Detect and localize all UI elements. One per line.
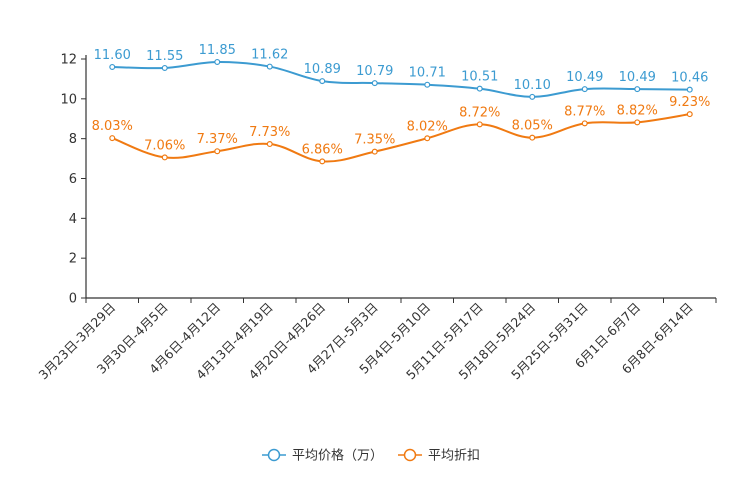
data-label: 11.62	[251, 48, 288, 63]
data-label: 11.55	[146, 49, 183, 64]
data-point[interactable]	[634, 86, 641, 93]
data-point[interactable]	[214, 148, 221, 155]
data-label: 10.49	[566, 70, 603, 85]
legend-marker-icon	[403, 448, 417, 462]
y-tick-label: 10	[60, 92, 77, 107]
data-label: 7.37%	[197, 132, 238, 147]
legend-label: 平均折扣	[428, 449, 480, 464]
data-point[interactable]	[161, 154, 168, 161]
data-label: 8.03%	[92, 119, 133, 134]
data-label: 10.51	[461, 70, 498, 85]
data-point[interactable]	[581, 86, 588, 93]
data-label: 6.86%	[302, 142, 343, 157]
data-point[interactable]	[476, 121, 483, 128]
chart-series: 11.60 11.55 11.85 11.62 10.89 10.79 10.71 10.51…	[92, 43, 710, 165]
y-axis: 0 2 4 6 8 10 12	[60, 53, 87, 307]
x-axis: 3月23日-3月29日3月30日-4月5日4月6日-4月12日4月13日-4月1…	[35, 297, 717, 382]
series-line	[112, 60, 690, 98]
data-point[interactable]	[214, 58, 221, 65]
data-point[interactable]	[319, 78, 326, 85]
data-point[interactable]	[266, 141, 273, 148]
data-label: 10.10	[514, 78, 551, 93]
y-tick-label: 4	[69, 212, 77, 227]
y-tick-label: 6	[69, 172, 77, 187]
y-tick-label: 12	[60, 53, 77, 68]
data-label: 10.71	[409, 66, 446, 81]
data-label: 11.85	[199, 43, 236, 58]
data-label: 7.06%	[144, 138, 185, 153]
data-point[interactable]	[161, 64, 168, 71]
data-label: 10.46	[671, 71, 708, 86]
data-label: 7.35%	[354, 133, 395, 148]
series-avg-discount: 8.03% 7.06% 7.37% 7.73% 6.86% 7.35% 8.02% 8.72%…	[92, 95, 710, 165]
legend-label: 平均价格（万）	[292, 448, 383, 464]
data-label: 8.72%	[459, 105, 500, 120]
y-tick-label: 2	[69, 252, 77, 267]
data-point[interactable]	[424, 135, 431, 142]
legend-item-avg-discount[interactable]: 平均折扣	[398, 449, 480, 464]
data-label: 8.05%	[512, 119, 553, 134]
data-label: 8.82%	[617, 103, 658, 118]
data-label: 7.73%	[249, 125, 290, 140]
data-label: 8.77%	[564, 104, 605, 119]
data-point[interactable]	[529, 134, 536, 141]
legend-item-avg-price[interactable]: 平均价格（万）	[262, 448, 383, 464]
data-label: 10.49	[619, 70, 656, 85]
data-point[interactable]	[109, 135, 116, 142]
data-point[interactable]	[686, 111, 693, 118]
data-label: 8.02%	[407, 119, 448, 134]
data-point[interactable]	[371, 80, 378, 87]
data-point[interactable]	[581, 120, 588, 127]
legend[interactable]: 平均价格（万） 平均折扣	[262, 448, 480, 464]
data-label: 10.79	[356, 64, 393, 79]
y-tick-label: 8	[69, 132, 77, 147]
data-label: 11.60	[94, 48, 131, 63]
data-point[interactable]	[371, 148, 378, 155]
series-avg-price: 11.60 11.55 11.85 11.62 10.89 10.79 10.71 10.51…	[94, 43, 708, 100]
legend-marker-icon	[267, 448, 281, 462]
data-point[interactable]	[266, 63, 273, 70]
data-point[interactable]	[319, 158, 326, 165]
data-point[interactable]	[634, 119, 641, 126]
data-point[interactable]	[109, 63, 116, 70]
data-point[interactable]	[529, 93, 536, 100]
series-line	[111, 113, 690, 163]
y-tick-label: 0	[69, 292, 77, 307]
data-label: 10.89	[304, 62, 341, 77]
data-label: 9.23%	[669, 95, 710, 110]
data-point[interactable]	[686, 86, 693, 93]
data-point[interactable]	[476, 85, 483, 92]
data-point[interactable]	[424, 81, 431, 88]
